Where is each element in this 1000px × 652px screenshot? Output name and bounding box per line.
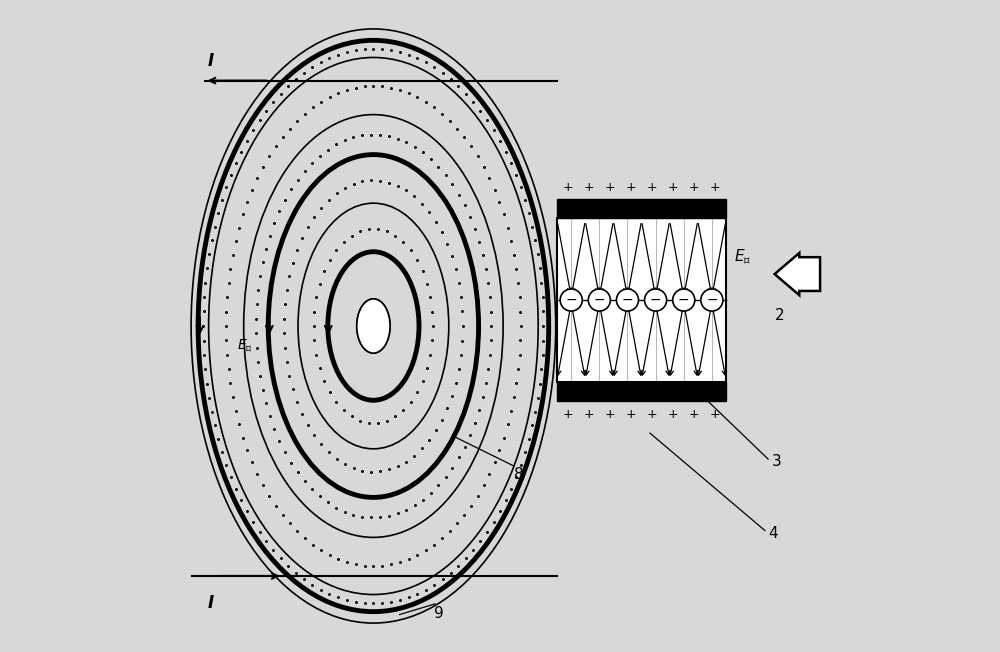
Text: +: + bbox=[647, 181, 657, 194]
Text: 2: 2 bbox=[775, 308, 784, 323]
Text: +: + bbox=[605, 408, 615, 421]
FancyArrow shape bbox=[775, 253, 820, 295]
Text: +: + bbox=[562, 408, 573, 421]
Text: +: + bbox=[689, 181, 700, 194]
Text: 3: 3 bbox=[771, 454, 781, 469]
Text: +: + bbox=[710, 408, 721, 421]
Text: +: + bbox=[605, 181, 615, 194]
Text: +: + bbox=[689, 408, 700, 421]
Text: +: + bbox=[647, 408, 657, 421]
Text: +: + bbox=[626, 181, 636, 194]
Text: −: − bbox=[706, 293, 718, 307]
Text: I: I bbox=[208, 52, 214, 70]
Bar bbox=[557, 383, 726, 401]
Ellipse shape bbox=[357, 299, 390, 353]
Circle shape bbox=[673, 289, 695, 311]
Text: +: + bbox=[562, 181, 573, 194]
Text: 9: 9 bbox=[434, 606, 444, 621]
Text: 4: 4 bbox=[768, 526, 778, 541]
Bar bbox=[557, 218, 726, 383]
Text: +: + bbox=[668, 408, 678, 421]
Text: +: + bbox=[583, 181, 594, 194]
Circle shape bbox=[616, 289, 639, 311]
Text: +: + bbox=[710, 181, 721, 194]
Text: −: − bbox=[565, 293, 577, 307]
Text: −: − bbox=[622, 293, 633, 307]
Text: 8: 8 bbox=[514, 467, 524, 482]
Text: −: − bbox=[678, 293, 690, 307]
Text: −: − bbox=[650, 293, 661, 307]
Circle shape bbox=[701, 289, 723, 311]
Text: I: I bbox=[208, 595, 214, 612]
Text: +: + bbox=[626, 408, 636, 421]
Bar bbox=[557, 218, 726, 383]
Circle shape bbox=[588, 289, 610, 311]
Text: $E_{\rm 正}$: $E_{\rm 正}$ bbox=[734, 247, 751, 266]
Bar bbox=[557, 200, 726, 218]
Text: $E_{\rm 感}$: $E_{\rm 感}$ bbox=[237, 337, 253, 353]
Circle shape bbox=[645, 289, 667, 311]
Circle shape bbox=[560, 289, 582, 311]
Text: −: − bbox=[594, 293, 605, 307]
Text: +: + bbox=[668, 181, 678, 194]
Text: +: + bbox=[583, 408, 594, 421]
